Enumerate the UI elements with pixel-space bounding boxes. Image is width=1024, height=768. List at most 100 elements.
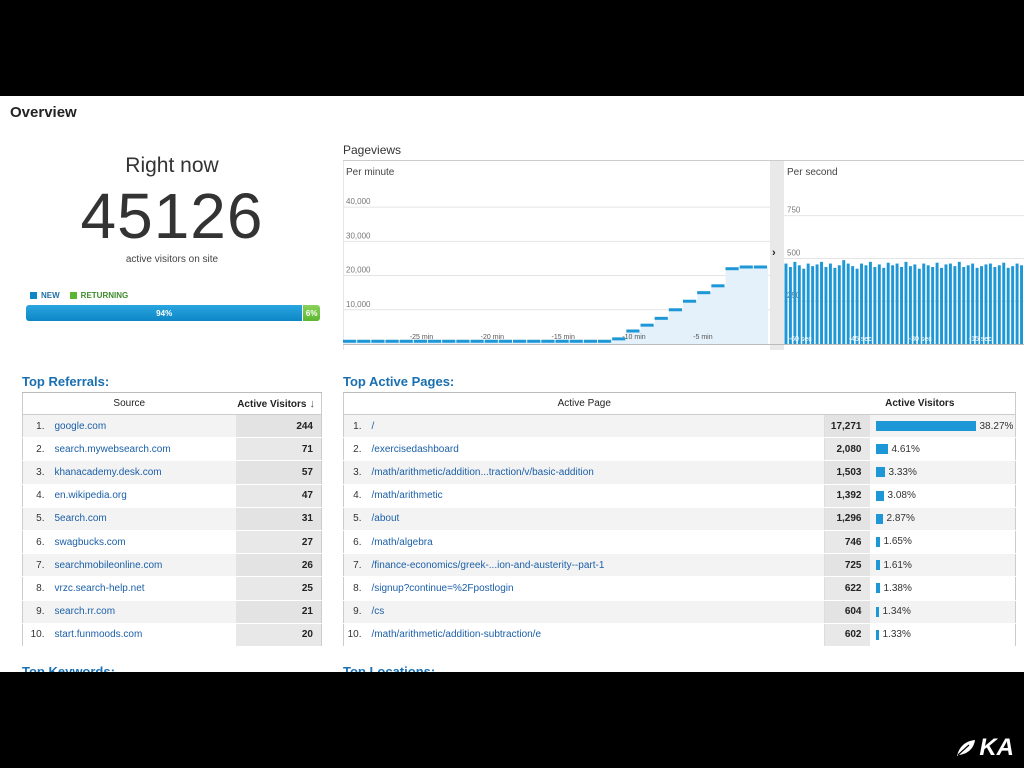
per-second-bar xyxy=(815,264,819,344)
active-page-link[interactable]: /signup?continue=%2Fpostlogin xyxy=(369,576,825,601)
referral-source-link[interactable]: searchmobileonline.com xyxy=(52,553,236,578)
row-number: 5. xyxy=(343,507,370,531)
per-second-bar xyxy=(842,260,846,344)
page-visitors-value: 17,271 xyxy=(824,414,870,439)
referral-visitors-column-header[interactable]: Active Visitors ↓ xyxy=(235,392,322,415)
referral-row[interactable]: 8. vrzc.search-help.net 25 xyxy=(22,576,322,601)
referral-row[interactable]: 7. searchmobileonline.com 26 xyxy=(22,553,322,578)
active-page-row[interactable]: 5./about 1,296 2.87% xyxy=(343,507,1016,531)
active-page-link[interactable]: / xyxy=(369,414,825,439)
referral-row[interactable]: 1. google.com 244 xyxy=(22,414,322,439)
referral-row[interactable]: 9. search.rr.com 21 xyxy=(22,600,322,624)
row-number: 8. xyxy=(22,576,53,601)
active-page-row[interactable]: 6./math/algebra 746 1.65% xyxy=(343,530,1016,555)
active-page-row[interactable]: 9./cs 604 1.34% xyxy=(343,600,1016,624)
per-second-bar xyxy=(811,266,815,344)
page-share-bar xyxy=(875,421,976,432)
page-share-bar xyxy=(875,629,879,640)
per-second-bar xyxy=(793,261,797,344)
page-share-percent: 1.38% xyxy=(883,582,912,594)
per-second-bar xyxy=(877,264,881,344)
row-number: 8. xyxy=(343,576,370,601)
page-share-percent: 1.34% xyxy=(882,606,911,618)
per-second-bar xyxy=(957,261,961,344)
referral-source-link[interactable]: search.rr.com xyxy=(52,600,236,624)
referral-source-link[interactable]: vrzc.search-help.net xyxy=(52,576,236,601)
page-visitors-value: 604 xyxy=(824,600,870,624)
top-referrals-title: Top Referrals: xyxy=(22,374,110,389)
page-share-bar xyxy=(875,536,880,547)
per-second-bar xyxy=(926,265,930,344)
active-page-row[interactable]: 3./math/arithmetic/addition...traction/v… xyxy=(343,460,1016,485)
active-page-row[interactable]: 10./math/arithmetic/addition-subtraction… xyxy=(343,623,1016,647)
per-second-bar xyxy=(904,261,908,344)
row-number: 2. xyxy=(343,437,370,462)
per-minute-y-tick: 20,000 xyxy=(346,266,371,275)
page-share-cell: 1.33% xyxy=(869,623,1016,647)
returning-visitors-segment: 6% xyxy=(302,305,320,321)
referral-row[interactable]: 4. en.wikipedia.org 47 xyxy=(22,484,322,508)
referral-source-link[interactable]: khanacademy.desk.com xyxy=(52,460,236,485)
page-share-percent: 4.61% xyxy=(891,443,920,455)
active-visitors-count: 45126 xyxy=(80,180,264,252)
referral-visitors-value: 25 xyxy=(235,576,322,601)
per-second-bar xyxy=(966,265,970,344)
referral-row[interactable]: 5. 5earch.com 31 xyxy=(22,507,322,531)
page-visitors-value: 725 xyxy=(824,553,870,578)
active-page-link[interactable]: /cs xyxy=(369,600,825,624)
per-second-y-tick: 750 xyxy=(787,206,801,215)
referral-row[interactable]: 3. khanacademy.desk.com 57 xyxy=(22,460,322,485)
per-second-bar xyxy=(837,265,841,344)
active-page-row[interactable]: 8./signup?continue=%2Fpostlogin 622 1.38% xyxy=(343,576,1016,601)
active-page-row[interactable]: 2./exercisedashboard 2,080 4.61% xyxy=(343,437,1016,462)
per-second-bar xyxy=(1002,262,1006,344)
referral-row[interactable]: 10. start.funmoods.com 20 xyxy=(22,623,322,647)
active-page-link[interactable]: /math/arithmetic/addition...traction/v/b… xyxy=(369,460,825,485)
referral-row[interactable]: 6. swagbucks.com 27 xyxy=(22,530,322,555)
referral-source-link[interactable]: search.mywebsearch.com xyxy=(52,437,236,462)
row-number: 5. xyxy=(22,507,53,531)
page-share-cell: 2.87% xyxy=(869,507,1016,531)
expand-arrow-icon[interactable]: › xyxy=(772,247,776,259)
referral-source-link[interactable]: swagbucks.com xyxy=(52,530,236,555)
row-number: 3. xyxy=(22,460,53,485)
per-second-bar xyxy=(993,267,997,344)
active-page-row[interactable]: 4./math/arithmetic 1,392 3.08% xyxy=(343,484,1016,508)
referral-source-link[interactable]: 5earch.com xyxy=(52,507,236,531)
active-page-link[interactable]: /math/arithmetic/addition-subtraction/e xyxy=(369,623,825,647)
referral-row[interactable]: 2. search.mywebsearch.com 71 xyxy=(22,437,322,462)
page-visitors-value: 602 xyxy=(824,623,870,647)
referral-visitors-value: 47 xyxy=(235,484,322,508)
page-visitors-value: 1,296 xyxy=(824,507,870,531)
legend-new-swatch xyxy=(30,292,37,299)
per-second-bar xyxy=(886,262,890,344)
referral-source-link[interactable]: en.wikipedia.org xyxy=(52,484,236,508)
legend-returning: RETURNING xyxy=(69,291,128,300)
per-second-bar xyxy=(1006,267,1010,344)
per-second-bar xyxy=(806,263,810,344)
per-second-bar xyxy=(988,263,992,344)
per-second-bar xyxy=(828,263,832,344)
row-number: 2. xyxy=(22,437,53,462)
per-minute-label: Per minute xyxy=(346,167,395,178)
per-second-label: Per second xyxy=(787,167,838,178)
per-second-bar xyxy=(873,267,877,344)
active-page-row[interactable]: 1./17,271 38.27% xyxy=(343,414,1016,439)
page-share-cell: 1.65% xyxy=(869,530,1016,555)
referral-source-link[interactable]: google.com xyxy=(52,414,236,439)
active-page-link[interactable]: /math/algebra xyxy=(369,530,825,555)
pages-visitors-column-header[interactable]: Active Visitors xyxy=(824,392,1016,415)
top-locations-title: Top Locations: xyxy=(343,665,435,672)
active-page-link[interactable]: /finance-economics/greek-...ion-and-aust… xyxy=(369,553,825,578)
active-page-link[interactable]: /exercisedashboard xyxy=(369,437,825,462)
active-page-link[interactable]: /about xyxy=(369,507,825,531)
active-page-row[interactable]: 7./finance-economics/greek-...ion-and-au… xyxy=(343,553,1016,578)
per-second-bar xyxy=(833,267,837,344)
active-page-link[interactable]: /math/arithmetic xyxy=(369,484,825,508)
row-number: 10. xyxy=(22,623,53,647)
top-active-pages-title: Top Active Pages: xyxy=(343,374,455,389)
row-number: 10. xyxy=(343,623,370,647)
source-column-header: Source xyxy=(22,392,236,415)
right-now-label: Right now xyxy=(125,154,219,177)
referral-source-link[interactable]: start.funmoods.com xyxy=(52,623,236,647)
